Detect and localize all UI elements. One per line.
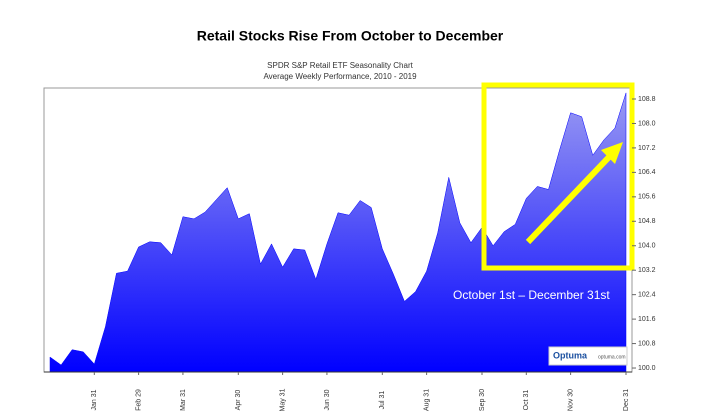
y-tick-label: 100.0 [638, 365, 656, 372]
y-tick-label: 103.2 [638, 267, 656, 274]
y-tick-label: 105.6 [638, 194, 656, 201]
arrow-head [601, 142, 623, 164]
x-tick-label: Jul 31 [379, 391, 386, 410]
y-tick-label: 104.8 [638, 218, 656, 225]
y-tick-label: 107.2 [638, 145, 656, 152]
y-tick-label: 102.4 [638, 292, 656, 299]
y-tick-label: 108.0 [638, 120, 656, 127]
x-tick-label: Jan 31 [91, 389, 98, 410]
x-tick-label: Apr 30 [235, 390, 242, 411]
x-tick-label: Oct 31 [523, 390, 530, 411]
arrow-shaft [525, 153, 613, 245]
watermark-box [548, 346, 628, 366]
x-tick-label: Mar 31 [180, 389, 187, 411]
y-tick-label: 106.4 [638, 169, 656, 176]
x-tick-label: May 31 [279, 388, 286, 411]
chart-title: Retail Stocks Rise From October to Decem… [197, 28, 504, 44]
subtitle: SPDR S&P Retail ETF Seasonality Chart [267, 61, 413, 70]
watermark-logo: Optuma [553, 350, 588, 360]
y-tick-label: 108.8 [638, 96, 656, 103]
y-tick-label: 101.6 [638, 316, 656, 323]
x-tick-label: Jun 30 [324, 389, 331, 410]
annotation: October 1st – December 31st [453, 288, 610, 302]
highlight-box [481, 82, 635, 271]
x-tick-label: Feb 29 [135, 389, 142, 411]
x-tick-label: Nov 30 [567, 389, 574, 411]
x-tick-label: Aug 31 [423, 389, 430, 411]
y-tick-label: 100.8 [638, 340, 656, 347]
y-tick-label: 104.0 [638, 243, 656, 250]
subtitle: Average Weekly Performance, 2010 - 2019 [263, 72, 417, 81]
area [49, 92, 627, 373]
x-tick-label: Dec 31 [623, 389, 630, 411]
watermark-url: optuma.com [598, 354, 626, 360]
x-tick-label: Sep 30 [479, 389, 486, 411]
